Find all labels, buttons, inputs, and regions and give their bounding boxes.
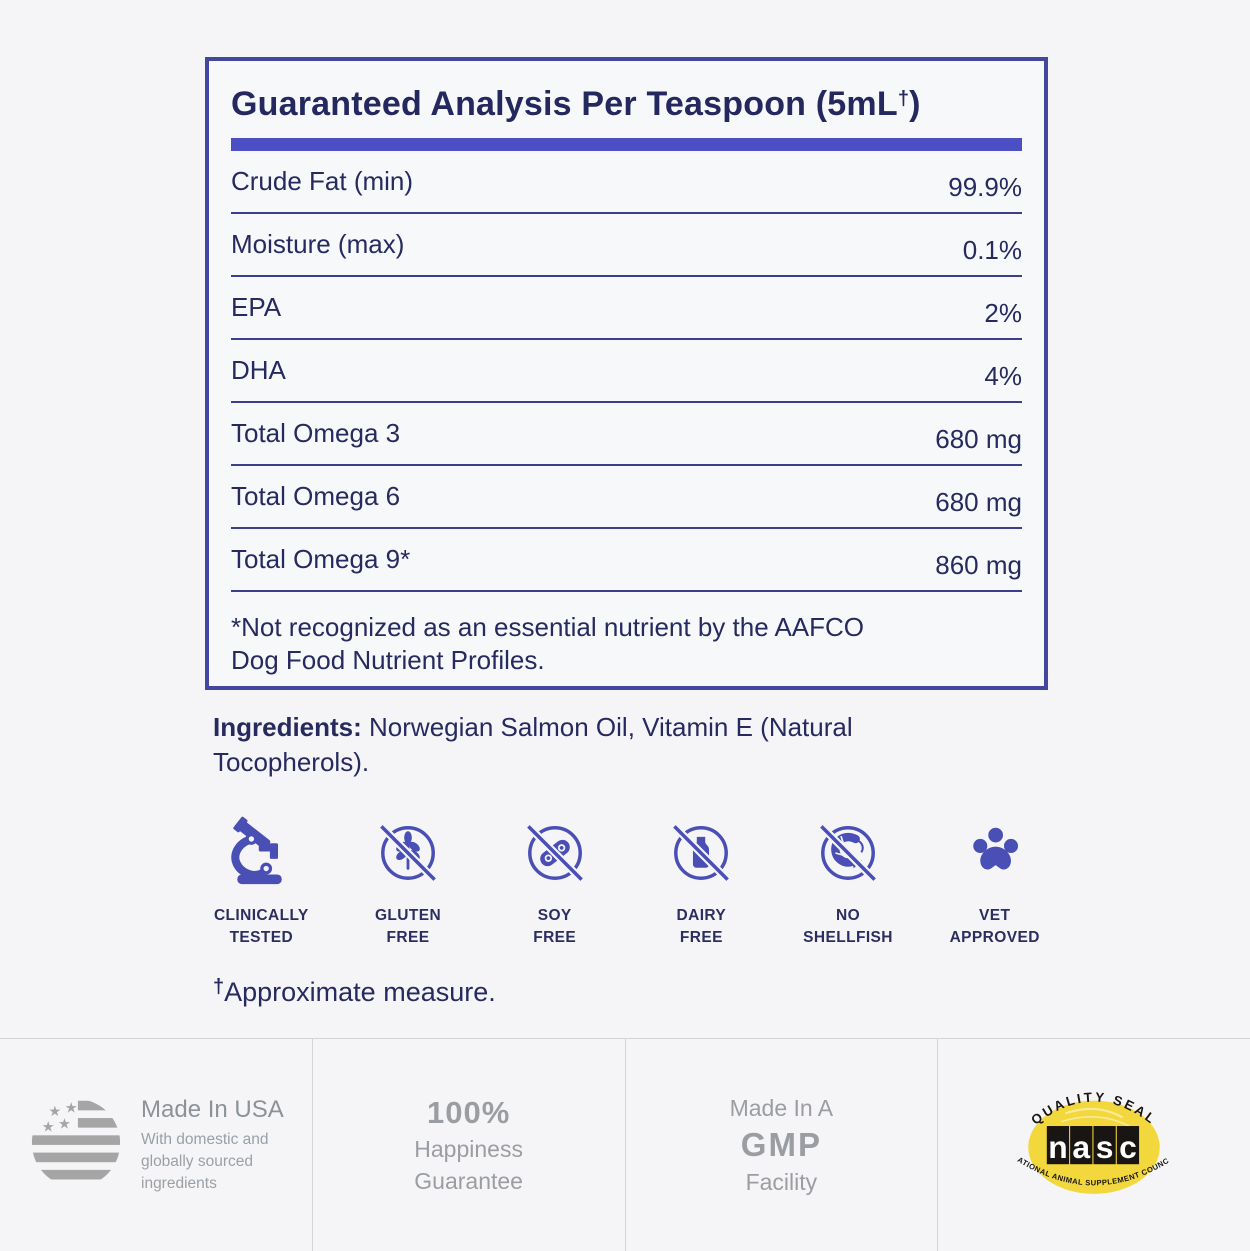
table-row: Moisture (max) 0.1%: [231, 214, 1022, 277]
accent-bar: [231, 138, 1022, 151]
row-value: 2%: [984, 298, 1022, 328]
badge-clinically-tested: CLINICALLY TESTED: [188, 816, 335, 949]
usa-sub-line3: ingredients: [141, 1175, 217, 1192]
badge-label-line1: GLUTEN: [374, 907, 442, 924]
badge-label-line2: FREE: [679, 929, 723, 946]
gmp-line2: GMP: [740, 1126, 822, 1163]
badge-dairy-free: DAIRY FREE: [628, 816, 775, 949]
dagger-symbol: †: [897, 88, 910, 110]
badge-label-line2: FREE: [386, 929, 430, 946]
row-label: Total Omega 3: [231, 418, 401, 448]
badge-label-line1: DAIRY: [676, 907, 727, 924]
ingredients-text: Ingredients: Norwegian Salmon Oil, Vitam…: [213, 710, 858, 780]
happiness-percent: 100%: [426, 1095, 511, 1130]
svg-text:★: ★: [65, 1100, 78, 1116]
footer-gmp-facility: Made In A GMP Facility: [624, 1039, 938, 1251]
nasc-letter: a: [1073, 1128, 1091, 1164]
row-value: 0.1%: [962, 235, 1022, 265]
badge-no-shellfish: NO SHELLFISH: [775, 816, 922, 949]
table-row: DHA 4%: [231, 340, 1022, 403]
badge-soy-free: SOY FREE: [481, 816, 628, 949]
happiness-line2: Guarantee: [414, 1168, 523, 1194]
row-label: DHA: [231, 355, 286, 385]
row-label: Crude Fat (min): [231, 166, 414, 196]
badge-label: SOY FREE: [481, 905, 628, 949]
made-in-usa-subtext: With domestic and globally sourced ingre…: [141, 1129, 284, 1195]
row-value: 680 mg: [935, 424, 1022, 454]
footer-happiness-guarantee: 100% Happiness Guarantee: [311, 1039, 625, 1251]
panel-title-text: Guaranteed Analysis Per Teaspoon (5mL: [231, 85, 898, 123]
feature-badges-row: CLINICALLY TESTED: [188, 816, 1068, 949]
footer-strip: ★ ★ ★ ★ Made In USA With domestic and gl…: [0, 1038, 1250, 1251]
row-value: 4%: [984, 361, 1022, 391]
made-in-usa-title: Made In USA: [141, 1096, 284, 1123]
badge-label-line2: TESTED: [229, 929, 294, 946]
ingredients-list: Norwegian Salmon Oil, Vitamin E (Natural…: [213, 712, 853, 777]
aafco-footnote: *Not recognized as an essential nutrient…: [231, 612, 865, 675]
badge-gluten-free: GLUTEN FREE: [335, 816, 482, 949]
dagger-symbol: †: [213, 976, 225, 998]
table-row: EPA 2%: [231, 277, 1022, 340]
usa-sub-line1: With domestic and: [141, 1131, 269, 1148]
paw-icon: [921, 816, 1068, 890]
badge-label-line1: CLINICALLY: [213, 907, 309, 924]
badge-label: DAIRY FREE: [628, 905, 775, 949]
table-row: Crude Fat (min) 99.9%: [231, 151, 1022, 214]
row-label: Total Omega 9*: [231, 544, 411, 574]
row-label: Moisture (max): [231, 229, 405, 259]
badge-label-line2: APPROVED: [949, 929, 1040, 946]
nasc-letter: c: [1119, 1128, 1137, 1164]
table-row: Total Omega 3 680 mg: [231, 403, 1022, 466]
row-label: EPA: [231, 292, 282, 322]
footer-made-in-usa: ★ ★ ★ ★ Made In USA With domestic and gl…: [0, 1039, 312, 1251]
row-value: 680 mg: [935, 487, 1022, 517]
gmp-line1: Made In A: [729, 1095, 834, 1121]
badge-label-line2: FREE: [533, 929, 577, 946]
usa-text-block: Made In USA With domestic and globally s…: [141, 1095, 284, 1195]
row-value: 860 mg: [935, 550, 1022, 580]
usa-sub-line2: globally sourced: [141, 1153, 254, 1170]
badge-label: GLUTEN FREE: [335, 905, 482, 949]
table-row: Total Omega 6 680 mg: [231, 466, 1022, 529]
gluten-free-icon: [335, 816, 482, 890]
svg-text:★: ★: [58, 1116, 71, 1132]
nasc-quality-seal-icon: QUALITY SEAL n a s c NATIONAL ANIMAL SUP…: [1012, 1066, 1175, 1218]
row-label: Total Omega 6: [231, 481, 401, 511]
badge-label: CLINICALLY TESTED: [188, 905, 335, 949]
nasc-letter: s: [1096, 1128, 1114, 1164]
no-shellfish-icon: [775, 816, 922, 890]
nasc-letter: n: [1048, 1128, 1067, 1164]
badge-label-line2: SHELLFISH: [803, 929, 893, 946]
table-row: Total Omega 9* 860 mg: [231, 529, 1022, 592]
badge-label-line1: SOY: [537, 907, 572, 924]
soy-free-icon: [481, 816, 628, 890]
svg-text:★: ★: [48, 1104, 61, 1120]
usa-flag-icon: ★ ★ ★ ★: [28, 1095, 124, 1196]
badge-label-line1: VET: [979, 907, 1011, 924]
badge-label-line1: NO: [835, 907, 861, 924]
badge-label: NO SHELLFISH: [775, 905, 922, 949]
panel-title: Guaranteed Analysis Per Teaspoon (5mL†): [231, 81, 1022, 122]
row-value: 99.9%: [948, 172, 1022, 202]
microscope-icon: [188, 816, 335, 890]
happiness-line1: Happiness: [414, 1136, 523, 1162]
measure-text: Approximate measure.: [224, 977, 496, 1007]
approximate-measure-note: †Approximate measure.: [213, 976, 496, 1008]
gmp-line3: Facility: [745, 1169, 818, 1195]
badge-vet-approved: VET APPROVED: [921, 816, 1068, 949]
footer-nasc-seal: QUALITY SEAL n a s c NATIONAL ANIMAL SUP…: [937, 1039, 1250, 1251]
dairy-free-icon: [628, 816, 775, 890]
badge-label: VET APPROVED: [921, 905, 1068, 949]
guaranteed-analysis-panel: Guaranteed Analysis Per Teaspoon (5mL†) …: [205, 57, 1048, 690]
svg-text:★: ★: [42, 1119, 55, 1135]
ingredients-label: Ingredients:: [213, 712, 362, 742]
panel-title-close: ): [909, 85, 921, 123]
